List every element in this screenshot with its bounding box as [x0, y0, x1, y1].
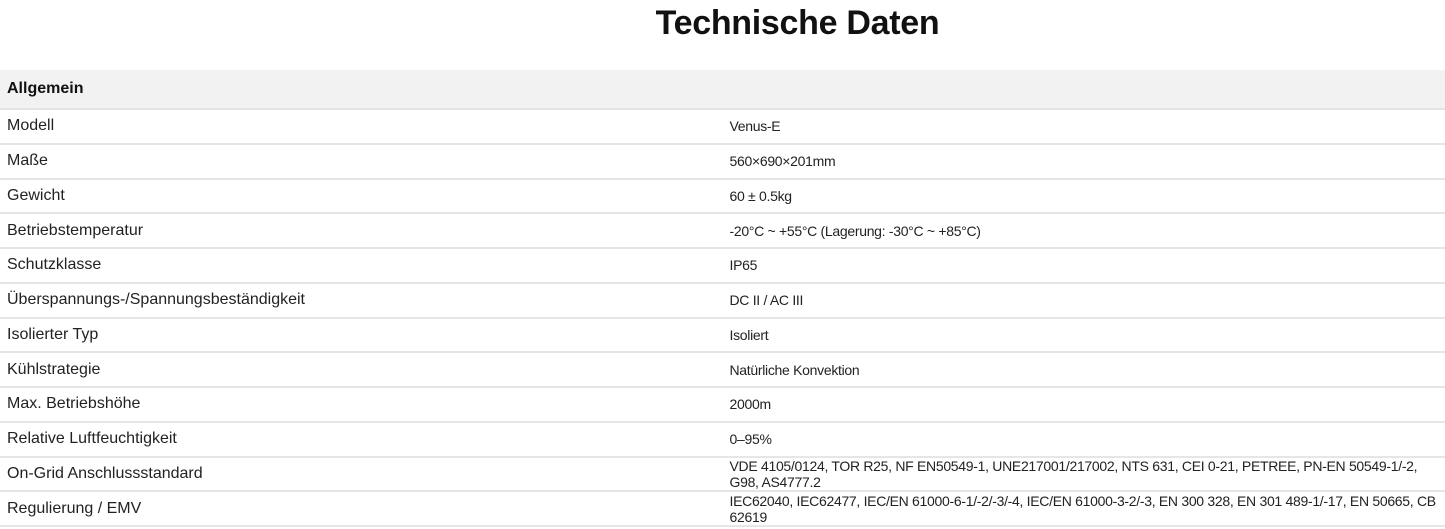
table-row: Kühlstrategie Natürliche Konvektion	[0, 352, 1445, 388]
spec-value: Isoliert	[722, 317, 1445, 354]
spec-value: 0–95%	[722, 421, 1445, 458]
table-row: Betriebstemperatur -20°C ~ +55°C (Lagerun…	[0, 213, 1445, 249]
spec-table: Allgemein Modell Venus-E Maße 560×690×201mm…	[0, 70, 1445, 527]
spec-label: Regulierung / EMV	[0, 491, 723, 527]
spec-value: 60 ± 0.5kg	[722, 178, 1445, 215]
spec-value: Venus-E	[722, 109, 1445, 145]
spec-label: Relative Luftfeuchtigkeit	[0, 421, 723, 458]
table-row: Überspannungs-/Spannungsbeständigkeit DC …	[0, 282, 1445, 319]
spec-label: Max. Betriebshöhe	[0, 387, 723, 423]
spec-label: Modell	[0, 109, 723, 145]
section-title: Allgemein	[0, 70, 1445, 110]
page-title: Technische Daten	[655, 4, 940, 42]
spec-value: 560×690×201mm	[722, 143, 1445, 180]
table-row: Maße 560×690×201mm	[0, 143, 1445, 180]
table-row: Relative Luftfeuchtigkeit 0–95%	[0, 421, 1445, 458]
spec-label: Schutzklasse	[0, 248, 723, 284]
table-row: Schutzklasse IP65	[0, 248, 1445, 284]
spec-value: VDE 4105/0124, TOR R25, NF EN50549-1, UN…	[722, 456, 1445, 493]
table-row: Max. Betriebshöhe 2000m	[0, 387, 1445, 423]
spec-value: IP65	[722, 248, 1445, 284]
section-header-row: Allgemein	[0, 70, 1445, 110]
spec-label: Betriebstemperatur	[0, 213, 723, 249]
spec-label: On-Grid Anschlussstandard	[0, 456, 723, 493]
spec-value: 2000m	[722, 387, 1445, 423]
spec-label: Maße	[0, 143, 723, 180]
spec-value: -20°C ~ +55°C (Lagerung: -30°C ~ +85°C)	[722, 213, 1445, 249]
table-row: On-Grid Anschlussstandard VDE 4105/0124, …	[0, 456, 1445, 493]
spec-label: Überspannungs-/Spannungsbeständigkeit	[0, 282, 723, 319]
table-row: Gewicht 60 ± 0.5kg	[0, 178, 1445, 215]
spec-value: Natürliche Konvektion	[722, 352, 1445, 388]
spec-value: IEC62040, IEC62477, IEC/EN 61000-6-1/-2/…	[722, 491, 1445, 527]
table-row: Isolierter Typ Isoliert	[0, 317, 1445, 354]
spec-label: Isolierter Typ	[0, 317, 723, 354]
table-row: Modell Venus-E	[0, 109, 1445, 145]
spec-value: DC II / AC III	[722, 282, 1445, 319]
spec-label: Gewicht	[0, 178, 723, 215]
spec-label: Kühlstrategie	[0, 352, 723, 388]
table-row: Regulierung / EMV IEC62040, IEC62477, IEC…	[0, 491, 1445, 527]
